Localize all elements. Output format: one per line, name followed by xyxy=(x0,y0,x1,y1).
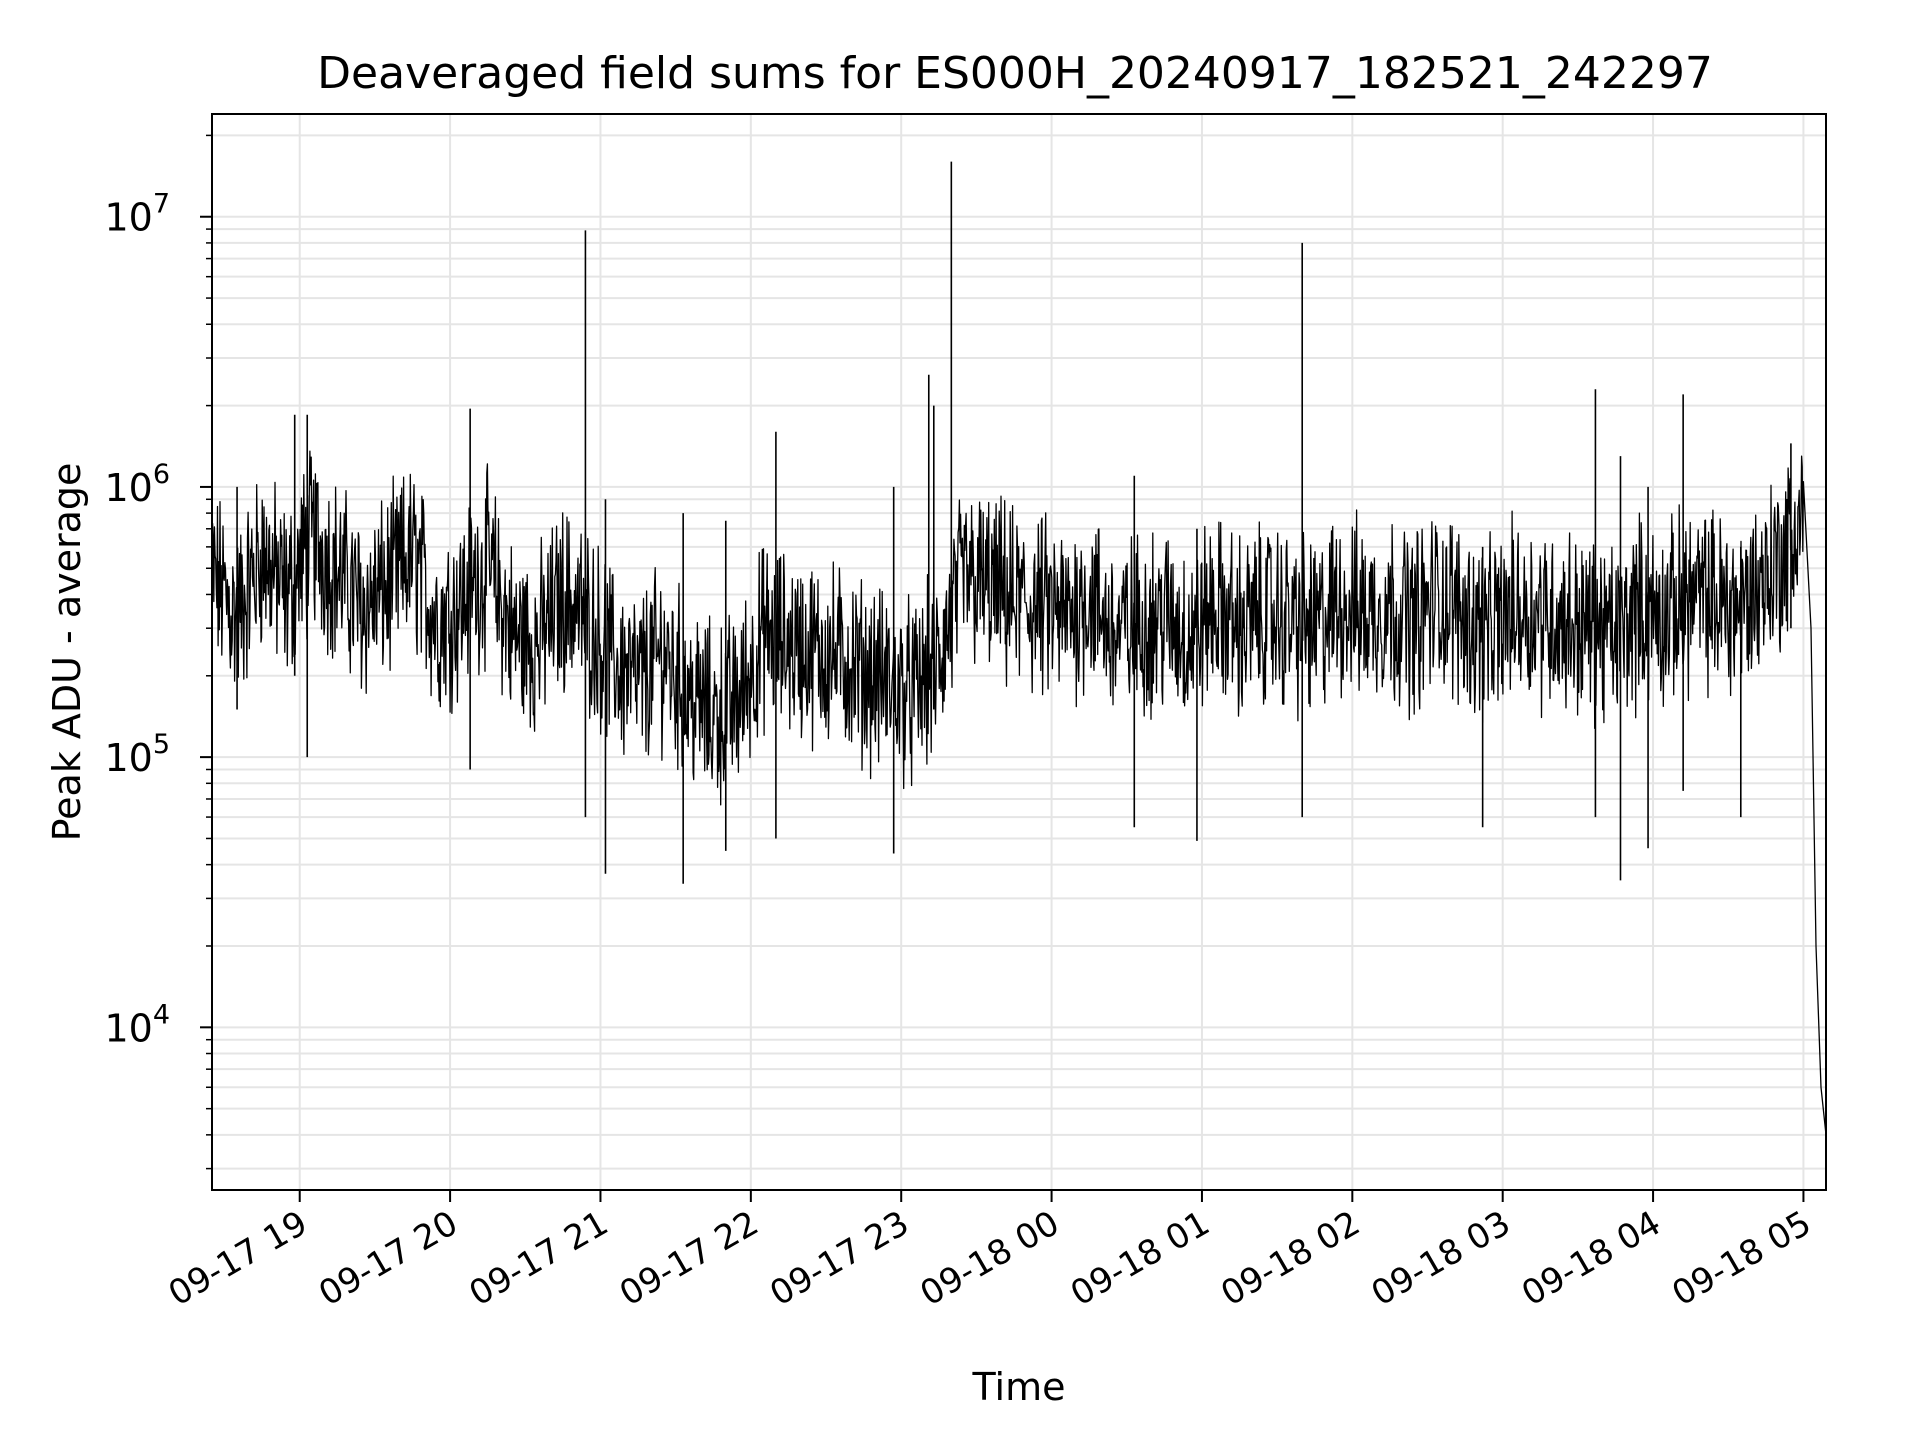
chart-title: Deaveraged field sums for ES000H_2024091… xyxy=(317,48,1713,99)
y-axis-ticks: 104 105 106 107 xyxy=(104,134,212,1170)
series-path xyxy=(211,450,1827,1135)
plot-frame xyxy=(211,113,1827,1191)
y-axis-label: Peak ADU - average xyxy=(45,463,89,842)
series-line xyxy=(211,161,1827,1135)
grid-lines xyxy=(212,114,1826,1190)
y-tick-label: 104 xyxy=(104,999,170,1050)
y-tick-label: 105 xyxy=(104,729,170,780)
y-tick-label: 106 xyxy=(104,459,170,510)
x-axis-label: Time xyxy=(972,1365,1066,1409)
y-tick-label: 107 xyxy=(104,189,170,240)
